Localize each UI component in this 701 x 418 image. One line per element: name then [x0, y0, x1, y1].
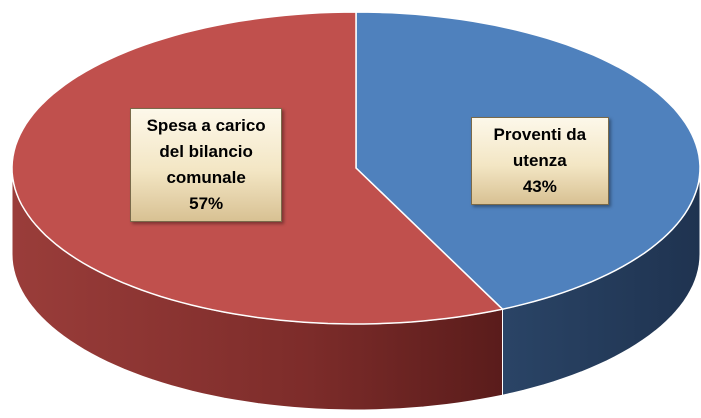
category-label: Proventi da utenza — [493, 124, 587, 170]
data-label: Spesa a carico del bilancio comunale 57% — [130, 108, 283, 222]
category-label: Spesa a carico del bilancio comunale — [146, 116, 266, 187]
data-label: Proventi da utenza 43% — [470, 116, 609, 205]
value-label: 57% — [189, 194, 224, 213]
value-label: 43% — [522, 176, 557, 196]
